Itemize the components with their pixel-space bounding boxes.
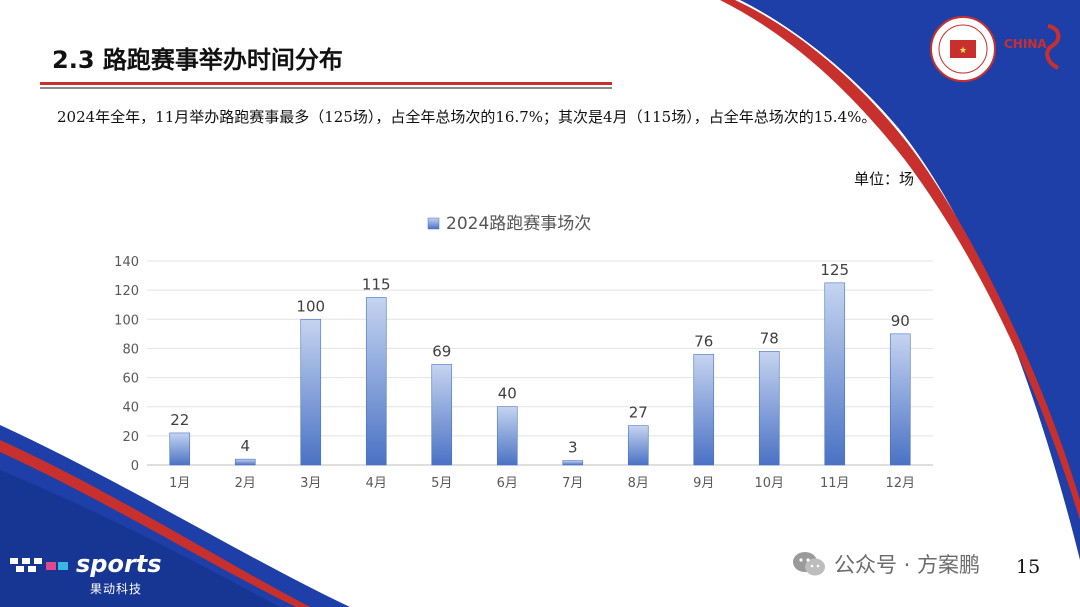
bar <box>300 318 322 466</box>
y-tick-label: 40 <box>122 401 139 416</box>
chart-legend: 2024路跑赛事场次 <box>427 213 591 234</box>
bar <box>758 351 780 466</box>
wechat-watermark: 公众号 · 方案鹏 <box>792 550 980 578</box>
x-tick-label: 12月 <box>885 476 915 491</box>
legend-swatch <box>427 217 440 230</box>
sports-logo-wordmark: sports <box>76 550 162 578</box>
x-tick-label: 4月 <box>366 476 387 491</box>
x-tick-label: 6月 <box>497 476 518 491</box>
chart-data-labels: 22 4 100 115 69 40 3 27 76 78 125 90 <box>170 261 910 457</box>
data-label: 115 <box>362 275 391 293</box>
bar <box>169 432 191 466</box>
y-tick-label: 140 <box>114 255 139 270</box>
china-running-logo: CHINA <box>1004 24 1061 70</box>
page-title: 2.3 路跑赛事举办时间分布 <box>52 46 343 74</box>
y-tick-label: 0 <box>131 459 139 474</box>
data-label: 78 <box>760 329 779 347</box>
data-label: 90 <box>891 312 910 330</box>
data-label: 100 <box>296 297 325 315</box>
data-label: 27 <box>629 404 648 422</box>
data-label: 40 <box>498 385 517 403</box>
x-tick-label: 8月 <box>628 476 649 491</box>
chart-y-axis: 0 20 40 60 80 100 120 140 <box>114 255 139 474</box>
sports-logo-icon <box>10 558 68 572</box>
x-tick-label: 2月 <box>235 476 256 491</box>
sports-logo: sports 果动科技 <box>8 550 162 596</box>
x-tick-label: 9月 <box>693 476 714 491</box>
bar <box>234 458 256 466</box>
wechat-icon <box>793 552 825 576</box>
top-right-blue-swoosh <box>740 0 1080 560</box>
data-label: 4 <box>240 437 250 455</box>
x-tick-label: 7月 <box>562 476 583 491</box>
athletics-association-emblem: ★ <box>930 16 996 82</box>
description-text: 2024年全年，11月举办路跑赛事最多（125场），占全年总场次的16.7%；其… <box>57 108 877 126</box>
bar <box>627 425 649 466</box>
data-label: 76 <box>694 332 713 350</box>
x-tick-label: 10月 <box>754 476 784 491</box>
data-label: 22 <box>170 411 189 429</box>
legend-label: 2024路跑赛事场次 <box>446 213 591 234</box>
chart-bars <box>169 282 911 466</box>
bottom-left-dark-swoosh <box>0 470 280 607</box>
page-number: 15 <box>1016 556 1041 578</box>
y-tick-label: 100 <box>114 313 139 328</box>
bar <box>824 282 846 466</box>
x-tick-label: 5月 <box>431 476 452 491</box>
chart-gridlines <box>147 260 933 466</box>
title-underline-red <box>40 82 612 85</box>
y-tick-label: 20 <box>122 430 139 445</box>
bar <box>365 297 387 466</box>
bar <box>693 353 715 466</box>
data-label: 69 <box>432 342 451 360</box>
title-underline-gray <box>40 87 612 89</box>
unit-label: 单位：场 <box>853 170 914 188</box>
bar <box>562 460 584 466</box>
data-label: 125 <box>820 261 849 279</box>
sports-logo-subtitle: 果动科技 <box>90 582 143 596</box>
y-tick-label: 120 <box>114 284 139 299</box>
x-tick-label: 1月 <box>169 476 190 491</box>
x-tick-label: 3月 <box>300 476 321 491</box>
data-label: 3 <box>568 439 578 457</box>
china-logo-text: CHINA <box>1004 37 1047 51</box>
bottom-left-red-swoosh <box>0 440 310 607</box>
bar <box>431 364 453 466</box>
chart-x-axis: 1月 2月 3月 4月 5月 6月 7月 8月 9月 10月 11月 12月 <box>169 476 915 491</box>
bar <box>889 333 911 466</box>
x-tick-label: 11月 <box>820 476 850 491</box>
svg-text:★: ★ <box>959 46 967 56</box>
y-tick-label: 60 <box>122 372 139 387</box>
y-tick-label: 80 <box>122 342 139 357</box>
bar <box>496 406 518 466</box>
wechat-account-text: 公众号 · 方案鹏 <box>834 553 981 577</box>
